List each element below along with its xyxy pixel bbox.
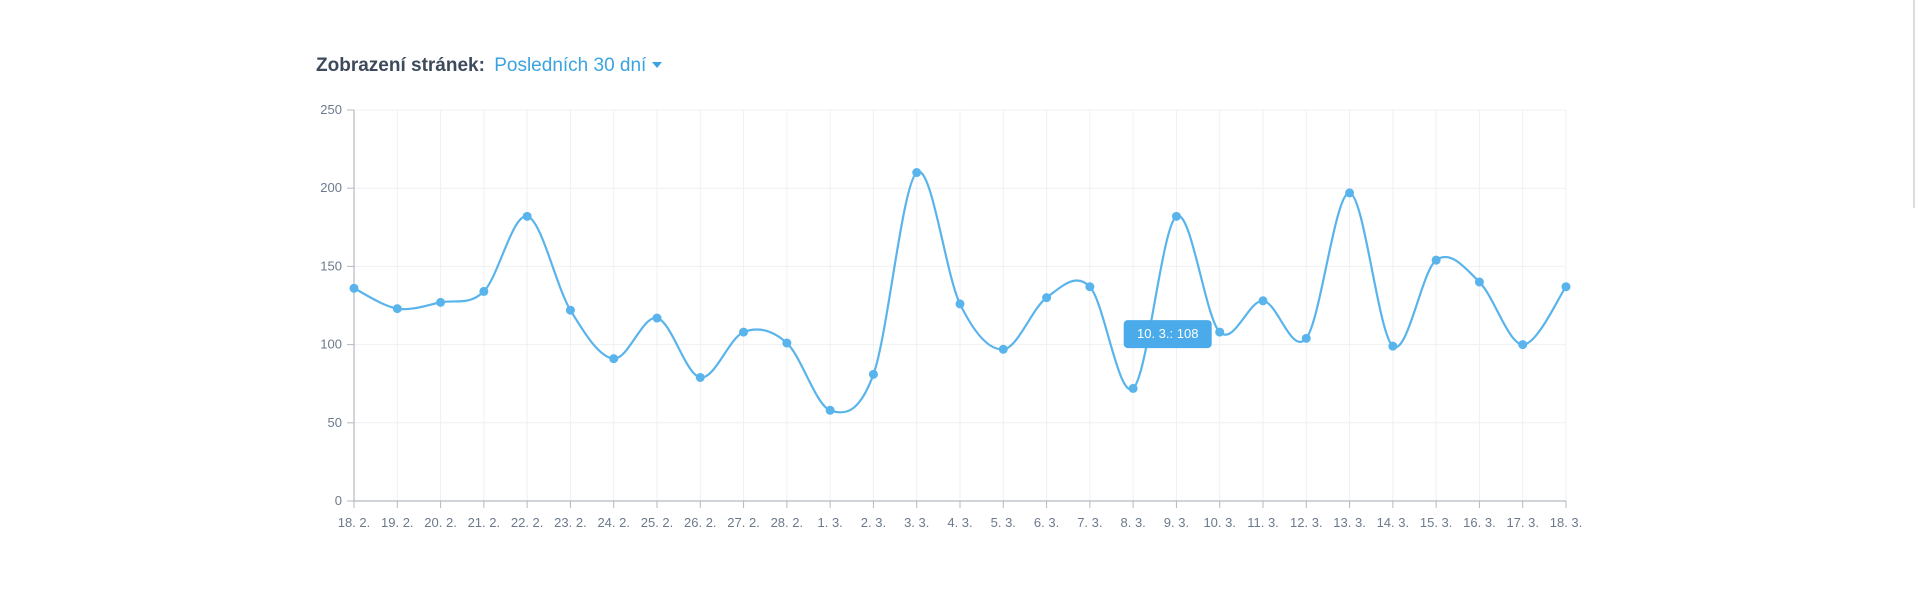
series-line-layer xyxy=(353,170,1567,414)
tooltip-bg xyxy=(1123,320,1212,349)
x-tick-label: 11. 3. xyxy=(1247,515,1279,530)
date-range-dropdown[interactable]: Posledních 30 dní xyxy=(494,55,663,76)
x-tick-label: 4. 3. xyxy=(947,515,972,530)
data-point xyxy=(1431,255,1441,265)
data-point xyxy=(392,304,402,314)
chart-title: Zobrazení stránek: xyxy=(316,55,485,76)
x-tick-label: 18. 3. xyxy=(1550,515,1583,530)
data-point xyxy=(1128,383,1138,393)
x-tick-label: 15. 3. xyxy=(1420,515,1453,530)
y-tick-label: 0 xyxy=(335,493,342,508)
data-points xyxy=(349,168,1571,415)
series-line xyxy=(353,170,1567,414)
x-tick-label: 5. 3. xyxy=(991,515,1016,530)
x-tick-label: 2. 3. xyxy=(861,515,886,530)
x-tick-label: 14. 3. xyxy=(1377,515,1410,530)
x-tick-label: 17. 3. xyxy=(1506,515,1539,530)
x-tick-label: 16. 3. xyxy=(1463,515,1496,530)
x-tick-labels: 18. 2. 19. 2. 20. 2. 21. 2. 22. 2. 23. 2. 24. … xyxy=(338,515,1583,530)
date-range-value: Posledních 30 dní xyxy=(494,55,647,76)
y-tick-label: 200 xyxy=(320,180,342,195)
data-point xyxy=(739,327,749,337)
x-tick-label: 9. 3. xyxy=(1164,515,1189,530)
y-tick-labels: 0 50 100 150 200 250 xyxy=(320,102,342,508)
data-point xyxy=(912,168,922,178)
x-tick-label: 25. 2. xyxy=(641,515,674,530)
x-tick-label: 21. 2. xyxy=(468,515,501,530)
x-tick-label: 27. 2. xyxy=(727,515,760,530)
data-point xyxy=(1518,340,1528,350)
data-point xyxy=(349,283,359,293)
caret-down-icon xyxy=(652,62,663,68)
tooltip: 10. 3.: 108 xyxy=(1123,320,1212,349)
tooltip-text: 10. 3.: 108 xyxy=(1137,326,1198,341)
x-tick-label: 28. 2. xyxy=(771,515,804,530)
chart-header: Zobrazení stránek: Posledních 30 dní xyxy=(316,54,663,78)
y-tick-label: 100 xyxy=(320,337,342,352)
x-tick-label: 13. 3. xyxy=(1333,515,1366,530)
axes xyxy=(347,109,1567,508)
data-point xyxy=(1301,333,1311,343)
data-point xyxy=(825,405,835,415)
data-point xyxy=(782,338,792,348)
data-point xyxy=(1561,282,1571,292)
x-tick-label: 7. 3. xyxy=(1077,515,1102,530)
data-point xyxy=(868,369,878,379)
x-tick-label: 23. 2. xyxy=(554,515,587,530)
data-point xyxy=(652,313,662,323)
y-tick-label: 250 xyxy=(320,102,342,117)
data-point xyxy=(998,344,1008,354)
data-point xyxy=(1215,327,1225,337)
x-tick-label: 26. 2. xyxy=(684,515,717,530)
data-point xyxy=(1388,341,1398,351)
data-point xyxy=(522,211,532,221)
x-tick-label: 24. 2. xyxy=(597,515,630,530)
y-tick-label: 50 xyxy=(328,415,342,430)
tooltip-box: 10. 3.: 108 xyxy=(1123,320,1212,349)
data-point xyxy=(955,299,965,309)
data-point xyxy=(1085,282,1095,292)
data-point xyxy=(1171,211,1181,221)
x-tick-label: 12. 3. xyxy=(1290,515,1323,530)
x-tick-label: 10. 3. xyxy=(1203,515,1236,530)
x-tick-label: 3. 3. xyxy=(904,515,929,530)
data-point xyxy=(436,297,446,307)
grid xyxy=(354,109,1567,501)
x-tick-label: 22. 2. xyxy=(511,515,544,530)
x-tick-label: 20. 2. xyxy=(424,515,457,530)
x-tick-label: 18. 2. xyxy=(338,515,371,530)
data-point xyxy=(1042,293,1052,303)
data-point xyxy=(565,305,575,315)
data-point xyxy=(695,372,705,382)
x-tick-label: 8. 3. xyxy=(1120,515,1145,530)
data-point xyxy=(1345,188,1355,198)
data-point xyxy=(1474,277,1484,287)
data-point xyxy=(479,286,489,296)
scrollbar[interactable] xyxy=(1913,0,1915,208)
data-point xyxy=(609,354,619,364)
x-tick-label: 6. 3. xyxy=(1034,515,1059,530)
y-tick-label: 150 xyxy=(320,258,342,273)
data-point xyxy=(1258,296,1268,306)
x-tick-label: 19. 2. xyxy=(381,515,414,530)
x-tick-label: 1. 3. xyxy=(817,515,842,530)
